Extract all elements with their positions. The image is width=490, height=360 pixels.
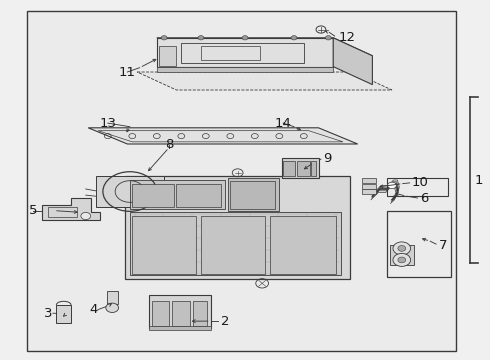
Bar xyxy=(130,212,341,275)
Bar xyxy=(27,11,456,351)
Text: 4: 4 xyxy=(90,303,98,316)
Bar xyxy=(297,161,310,176)
Bar xyxy=(149,326,211,330)
Bar xyxy=(48,207,77,217)
Polygon shape xyxy=(157,67,333,72)
Bar xyxy=(362,178,376,183)
Circle shape xyxy=(398,246,406,251)
Circle shape xyxy=(198,36,204,40)
Bar xyxy=(159,46,176,66)
Polygon shape xyxy=(137,72,392,90)
Bar xyxy=(193,301,207,326)
Polygon shape xyxy=(88,128,358,144)
Bar xyxy=(149,295,211,328)
Text: 9: 9 xyxy=(323,152,332,165)
Bar xyxy=(172,301,190,326)
Bar xyxy=(201,216,265,274)
Polygon shape xyxy=(157,38,372,56)
Text: 3: 3 xyxy=(45,307,53,320)
Text: 1: 1 xyxy=(474,174,483,186)
Bar xyxy=(107,291,118,304)
Text: 7: 7 xyxy=(439,239,447,252)
Bar xyxy=(181,43,304,63)
Polygon shape xyxy=(333,38,372,85)
Bar xyxy=(362,189,376,194)
Bar xyxy=(56,305,71,323)
Bar xyxy=(282,158,319,178)
Circle shape xyxy=(106,303,119,312)
Circle shape xyxy=(388,182,396,189)
Bar xyxy=(132,216,196,274)
Circle shape xyxy=(325,36,331,40)
Polygon shape xyxy=(390,245,414,265)
Bar xyxy=(201,46,260,60)
Text: 11: 11 xyxy=(119,66,136,78)
Bar xyxy=(152,301,169,326)
Bar xyxy=(283,161,295,176)
Polygon shape xyxy=(96,176,164,207)
Bar xyxy=(125,176,350,279)
Bar xyxy=(362,184,376,189)
Text: 8: 8 xyxy=(165,138,173,150)
Circle shape xyxy=(291,36,297,40)
Circle shape xyxy=(81,212,91,220)
Bar xyxy=(387,178,448,196)
Polygon shape xyxy=(157,38,333,67)
Text: 13: 13 xyxy=(99,117,116,130)
Bar xyxy=(176,184,220,207)
Circle shape xyxy=(242,36,248,40)
Bar xyxy=(132,184,174,207)
Circle shape xyxy=(161,36,167,40)
Bar xyxy=(130,180,225,209)
Text: 6: 6 xyxy=(420,192,429,205)
Text: 5: 5 xyxy=(29,204,38,217)
Text: 10: 10 xyxy=(412,176,428,189)
Bar xyxy=(387,211,451,277)
Text: 12: 12 xyxy=(338,31,355,44)
Bar xyxy=(228,178,279,211)
Text: 2: 2 xyxy=(220,315,229,328)
Bar xyxy=(230,181,275,209)
Bar xyxy=(311,161,316,176)
Circle shape xyxy=(398,257,406,263)
Circle shape xyxy=(393,242,411,255)
Bar xyxy=(270,216,336,274)
Text: 14: 14 xyxy=(275,117,292,130)
Circle shape xyxy=(393,253,411,266)
Polygon shape xyxy=(42,198,100,220)
